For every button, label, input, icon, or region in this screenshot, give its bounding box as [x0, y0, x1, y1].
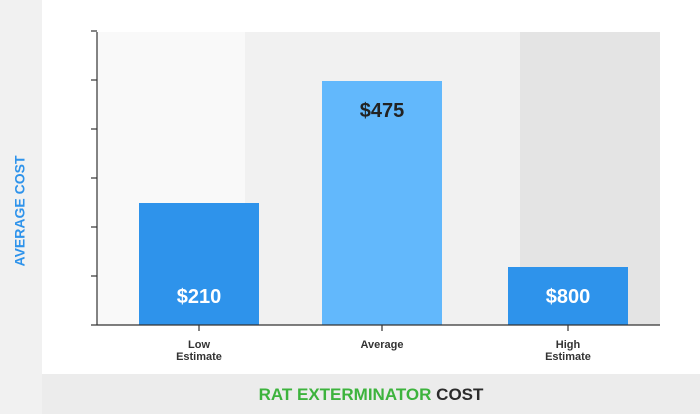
- left-panel: [0, 0, 42, 414]
- title-bar: [42, 374, 700, 414]
- chart-title-part: RAT EXTERMINATOR: [259, 385, 432, 404]
- y-axis-label: AVERAGE COST: [12, 155, 28, 266]
- x-tick-label: Average: [360, 339, 403, 351]
- x-tick-label: Low: [188, 339, 210, 351]
- x-tick-label: Estimate: [176, 351, 222, 363]
- bar-value-label: $475: [360, 100, 405, 122]
- labels: $210LowEstimate$475Average$800HighEstima…: [176, 100, 591, 363]
- bar-value-label: $800: [546, 286, 591, 308]
- bar-1: [139, 203, 259, 325]
- bar-3: [508, 267, 628, 325]
- x-tick-label: Estimate: [545, 351, 591, 363]
- x-tick-label: High: [556, 339, 581, 351]
- axes: [91, 30, 660, 331]
- bar-2: [322, 81, 442, 325]
- chart-title: RAT EXTERMINATOR COST: [259, 385, 484, 404]
- chart-title-part: COST: [431, 385, 484, 404]
- bar-value-label: $210: [177, 286, 222, 308]
- bars: [139, 81, 628, 325]
